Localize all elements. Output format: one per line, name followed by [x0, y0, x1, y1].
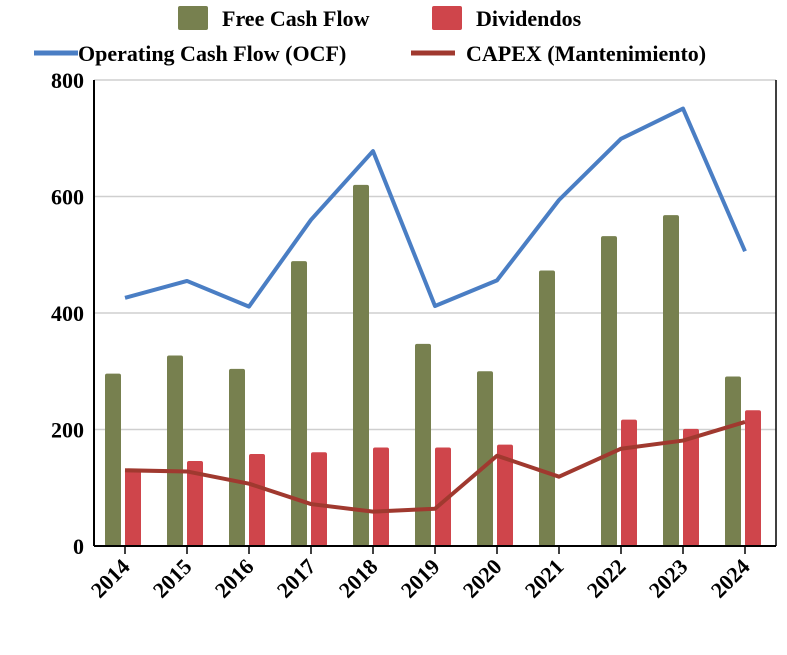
legend-label-capex-mantenimiento: CAPEX (Mantenimiento) [466, 41, 706, 66]
bar-free-cash-flow-2024 [725, 376, 741, 546]
line-operating-cash-flow-ocf [124, 106, 747, 309]
bar-free-cash-flow-2020 [477, 371, 493, 546]
bar-dividendos-2017 [311, 452, 327, 546]
bar-free-cash-flow-2014 [105, 373, 121, 546]
bar-free-cash-flow-2019 [415, 343, 431, 546]
bar-free-cash-flow-2017 [291, 261, 307, 546]
bar-free-cash-flow-2023 [663, 215, 679, 546]
line-capex-mantenimiento [124, 420, 746, 514]
legend-label-free-cash-flow: Free Cash Flow [222, 6, 370, 31]
gridlines [94, 79, 776, 431]
legend-swatch-dividendos [432, 6, 462, 30]
bar-dividendos-2014 [125, 470, 141, 546]
axes [93, 80, 777, 554]
bar-dividendos-2019 [435, 447, 451, 546]
bar-dividendos-2018 [373, 447, 389, 546]
bar-dividendos-2022 [621, 419, 637, 546]
bar-dividendos-2020 [497, 444, 513, 546]
bar-free-cash-flow-2016 [229, 368, 245, 546]
x-tick-label-2017: 2017 [272, 554, 321, 603]
y-axis-ticks: 0 200 400 600 800 [51, 68, 84, 559]
y-tick-label-0: 0 [73, 534, 84, 559]
x-tick-label-2021: 2021 [520, 554, 569, 603]
bar-dividendos-2015 [187, 460, 203, 546]
bar-free-cash-flow-2018 [353, 184, 369, 546]
x-tick-label-2014: 2014 [86, 554, 135, 603]
x-tick-label-2023: 2023 [644, 554, 693, 603]
x-tick-label-2020: 2020 [458, 554, 507, 603]
legend-label-dividendos: Dividendos [476, 6, 582, 31]
legend-label-operating-cash-flow-ocf: Operating Cash Flow (OCF) [78, 41, 346, 66]
line-series [124, 106, 747, 514]
bar-free-cash-flow-2015 [167, 355, 183, 546]
bar-dividendos-2016 [249, 453, 265, 546]
y-tick-label-200: 200 [51, 418, 84, 443]
bar-free-cash-flow-2021 [539, 270, 555, 546]
bar-free-cash-flow-2022 [601, 236, 617, 547]
y-tick-label-800: 800 [51, 68, 84, 93]
x-tick-label-2024: 2024 [706, 554, 755, 603]
bar-dividendos-2024 [745, 410, 761, 546]
x-tick-label-2018: 2018 [334, 554, 383, 603]
x-tick-label-2015: 2015 [148, 554, 197, 603]
x-tick-label-2019: 2019 [396, 554, 445, 603]
legend: Free Cash Flow Dividendos Operating Cash F… [34, 6, 706, 66]
y-tick-label-400: 400 [51, 301, 84, 326]
y-tick-label-600: 600 [51, 185, 84, 210]
x-axis-ticks: 2014 2015 2016 2017 2018 2019 2020 2021 2022 2023… [86, 554, 755, 603]
x-tick-label-2022: 2022 [582, 554, 631, 603]
x-tick-label-2016: 2016 [210, 554, 259, 603]
legend-swatch-free-cash-flow [178, 6, 208, 30]
bar-dividendos-2023 [683, 428, 699, 546]
bar-series [105, 184, 761, 547]
